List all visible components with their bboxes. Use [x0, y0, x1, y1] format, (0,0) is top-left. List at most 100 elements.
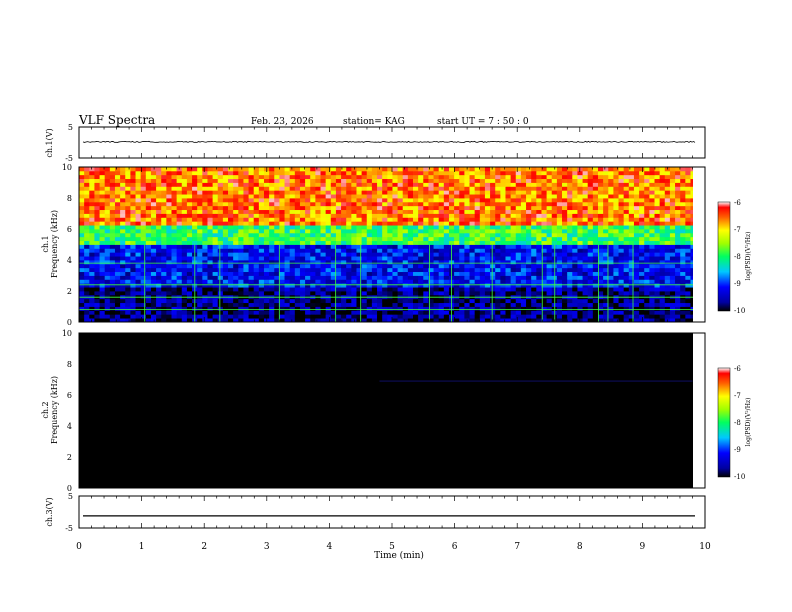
spectrogram-cell: [402, 256, 409, 261]
spectrogram-cell: [428, 201, 434, 207]
spectrogram-cell: [166, 271, 172, 276]
spectrogram-cell: [459, 283, 465, 288]
spectrogram-cell: [628, 178, 635, 183]
spectrogram-cell: [433, 178, 440, 183]
spectrogram-cell: [412, 279, 419, 284]
spectrogram-cell: [320, 217, 327, 222]
spectrogram-cell: [479, 232, 486, 238]
spectrogram-cell: [592, 314, 599, 319]
spectrogram-cell: [520, 310, 527, 315]
spectrogram-cell: [228, 318, 234, 322]
spectrogram-cell: [639, 260, 645, 265]
spectrogram-cell: [269, 256, 275, 261]
spectrogram-cell: [335, 232, 342, 238]
spectrogram-cell: [412, 217, 419, 222]
spectrogram-cell: [392, 182, 398, 187]
spectrogram-cell: [644, 190, 650, 195]
spectrogram-cell: [541, 225, 547, 230]
spectrogram-cell: [94, 236, 100, 242]
spectrogram-cell: [649, 201, 655, 207]
spectrogram-cell: [109, 232, 116, 238]
spectrogram-cell: [341, 318, 347, 322]
spectrogram-cell: [171, 236, 178, 242]
spectrogram-cell: [603, 260, 609, 265]
spectrogram-cell: [505, 248, 512, 253]
spectrogram-cell: [628, 267, 635, 273]
spectrogram-cell: [335, 291, 342, 296]
spectrogram-cell: [130, 217, 136, 222]
spectrogram-cell: [644, 174, 650, 180]
spectrogram-cell: [341, 190, 347, 195]
spectrogram-cell: [104, 310, 111, 315]
spectrogram-cell: [335, 318, 342, 322]
spectrogram-cell: [407, 229, 414, 234]
spectrogram-cell: [274, 279, 280, 284]
spectrogram-cell: [150, 221, 157, 226]
spectrogram-cell: [238, 194, 244, 199]
spectrogram-cell: [222, 236, 229, 242]
spectrogram-cell: [546, 244, 553, 249]
spectrogram-cell: [397, 170, 404, 176]
spectrogram-cell: [253, 190, 260, 195]
spectrogram-cell: [597, 240, 604, 245]
spectrogram-cell: [366, 267, 373, 273]
spectrogram-cell: [361, 240, 368, 245]
spectrogram-cell: [613, 306, 619, 311]
spectrogram-cell: [156, 275, 162, 280]
spectrogram-cell: [161, 252, 167, 257]
spectrogram-cell: [351, 198, 357, 203]
spectrogram-cell: [145, 291, 152, 296]
spectrogram-cell: [294, 271, 301, 276]
spectrogram-cell: [443, 186, 450, 191]
spectrogram-cell: [243, 260, 249, 265]
spectrogram-cell: [464, 178, 470, 183]
spectrogram-cell: [145, 190, 152, 195]
spectrogram-cell: [526, 229, 532, 234]
spectrogram-cell: [84, 209, 90, 214]
spectrogram-cell: [130, 205, 136, 211]
spectrogram-cell: [104, 298, 111, 304]
spectrogram-cell: [351, 298, 357, 304]
ch1-spectrogram-ylabel: ch.1: [41, 235, 50, 252]
spectrogram-cell: [428, 310, 434, 315]
spectrogram-cell: [294, 287, 301, 292]
spectrogram-cell: [176, 283, 183, 288]
spectrogram-cell: [263, 221, 270, 226]
spectrogram-cell: [161, 186, 167, 191]
spectrogram-cell: [310, 302, 316, 307]
spectrogram-cell: [84, 198, 90, 203]
spectrogram-cell: [479, 291, 486, 296]
spectrogram-cell: [197, 302, 203, 307]
spectrogram-cell: [520, 298, 527, 304]
spectrogram-cell: [222, 306, 229, 311]
spectrogram-cell: [546, 306, 553, 311]
spectrogram-cell: [423, 240, 429, 245]
spectrogram-cell: [597, 198, 604, 203]
spectrogram-cell: [89, 248, 95, 253]
spectrogram-cell: [402, 232, 409, 238]
spectrogram-cell: [84, 283, 90, 288]
spectrogram-cell: [572, 302, 578, 307]
spectrogram-cell: [515, 302, 522, 307]
spectrogram-cell: [346, 229, 352, 234]
spectrogram-cell: [161, 190, 167, 195]
spectrogram-cell: [649, 306, 655, 311]
spectrogram-cell: [459, 275, 465, 280]
spectrogram-cell: [685, 244, 691, 249]
spectrogram-cell: [397, 318, 404, 322]
spectrogram-cell: [248, 283, 255, 288]
spectrogram-cell: [618, 194, 625, 199]
spectrogram-cell: [217, 298, 224, 304]
spectrogram-cell: [207, 318, 213, 322]
spectrogram-cell: [89, 291, 95, 296]
spectrogram-cell: [186, 256, 193, 261]
spectrogram-cell: [99, 194, 106, 199]
spectrogram-cell: [628, 256, 635, 261]
spectrogram-cell: [597, 267, 604, 273]
spectrogram-cell: [104, 209, 111, 214]
spectrogram-cell: [418, 318, 424, 322]
spectrogram-cell: [310, 279, 316, 284]
spectrogram-cell: [197, 275, 203, 280]
spectrogram-cell: [412, 232, 419, 238]
spectrogram-cell: [443, 298, 450, 304]
